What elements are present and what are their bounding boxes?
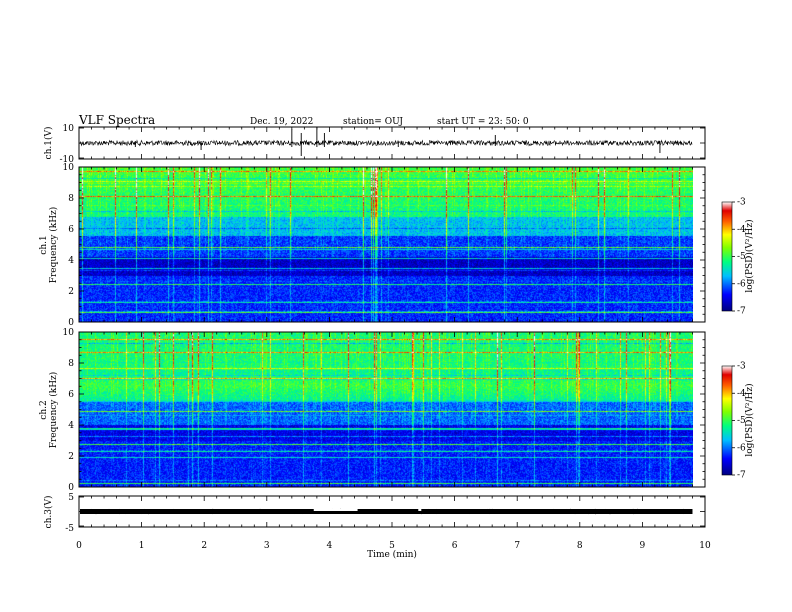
y-tick-label: 2 (68, 452, 74, 462)
x-tick-label: 8 (577, 541, 583, 551)
y-tick-label: 8 (68, 359, 74, 369)
colorbar-tick-label: -3 (737, 198, 746, 208)
ch2-spectrogram-image (79, 332, 693, 487)
date-label: Dec. 19, 2022 (250, 117, 313, 127)
x-tick-label: 6 (452, 541, 458, 551)
ch1-spectrogram-image (79, 167, 693, 322)
x-tick-label: 10 (699, 541, 711, 551)
x-tick-label: 2 (201, 541, 207, 551)
station-label: station= OUJ (343, 117, 403, 127)
y-tick-label: 8 (68, 194, 74, 204)
ch1-colorbar-gradient (722, 202, 732, 311)
ch1-spectrogram-ylabel-channel: ch.1 (39, 235, 49, 254)
y-tick-label: 0 (68, 318, 74, 328)
y-tick-label: 2 (68, 287, 74, 297)
ch2-colorbar: -3 -4 -5 -6 -7 log(PSD)(V²/Hz) (721, 362, 755, 481)
ch3-ytick-bottom: -5 (65, 524, 74, 534)
colorbar-tick-label: -4 (737, 225, 746, 235)
waveform-line (79, 139, 693, 147)
start-time-label: start UT = 23: 50: 0 (437, 117, 529, 127)
colorbar-tick-label: -5 (737, 416, 746, 426)
x-tick-label: 0 (76, 541, 82, 551)
ch1-spectrogram-ylabel-frequency: Frequency (kHz) (48, 207, 59, 284)
ch1-spectrogram-panel: 0 2 4 6 8 10 ch.1 Frequency (kHz) (39, 163, 706, 328)
x-axis-label: Time (min) (367, 549, 417, 560)
figure-title: VLF Spectra (78, 113, 155, 127)
y-tick-label: 4 (68, 256, 74, 266)
x-tick-label: 3 (264, 541, 270, 551)
ch1-waveform-panel: 10 -10 ch.1(V) (43, 124, 706, 165)
ch2-spectrogram-ylabel-frequency: Frequency (kHz) (48, 372, 59, 449)
ch1-colorbar: -3 -4 -5 -6 -7 log(PSD)(V²/Hz) (721, 198, 755, 317)
ch3-ytick-top: 5 (68, 493, 74, 503)
colorbar-tick-label: -3 (737, 362, 746, 372)
x-tick-label: 9 (640, 541, 646, 551)
ch3-waveform-trace (79, 508, 693, 515)
ch2-spectrogram-ylabel-channel: ch.2 (39, 400, 49, 419)
colorbar-tick-label: -6 (737, 443, 746, 453)
ch3-signal-band (80, 509, 693, 514)
x-axis-tick-labels: 0 1 2 3 4 5 6 7 8 9 10 (76, 541, 711, 551)
colorbar-tick-label: -7 (737, 471, 746, 481)
ch1-waveform-trace (79, 127, 693, 156)
ch2-colorbar-label: log(PSD)(V²/Hz) (744, 383, 755, 456)
ch2-spectrogram-panel: 0 2 4 6 8 10 ch.2 Frequency (kHz) (39, 328, 706, 493)
colorbar-tick-label: -4 (737, 389, 746, 399)
y-tick-label: 10 (63, 163, 75, 173)
ch1-ytick-top: 10 (63, 124, 75, 134)
ch1-colorbar-label: log(PSD)(V²/Hz) (744, 219, 755, 292)
x-tick-label: 1 (139, 541, 145, 551)
x-tick-label: 5 (389, 541, 395, 551)
ch3-waveform-ylabel: ch.3(V) (43, 496, 54, 529)
y-tick-label: 6 (68, 390, 74, 400)
ch1-waveform-ylabel: ch.1(V) (43, 127, 54, 160)
colorbar-tick-label: -6 (737, 279, 746, 289)
ch2-colorbar-gradient (722, 366, 732, 475)
ch1-ytick-bottom: -10 (60, 155, 75, 165)
y-tick-label: 0 (68, 483, 74, 493)
x-tick-label: 7 (514, 541, 520, 551)
ch3-signal-gap (418, 509, 422, 511)
y-tick-label: 4 (68, 421, 74, 431)
ch3-signal-gap (313, 509, 358, 511)
colorbar-tick-label: -5 (737, 252, 746, 262)
x-tick-label: 4 (327, 541, 333, 551)
y-tick-label: 6 (68, 225, 74, 235)
colorbar-tick-label: -7 (737, 307, 746, 317)
y-tick-label: 10 (63, 328, 75, 338)
ch3-waveform-panel: 5 -5 ch.3(V) (43, 493, 706, 534)
